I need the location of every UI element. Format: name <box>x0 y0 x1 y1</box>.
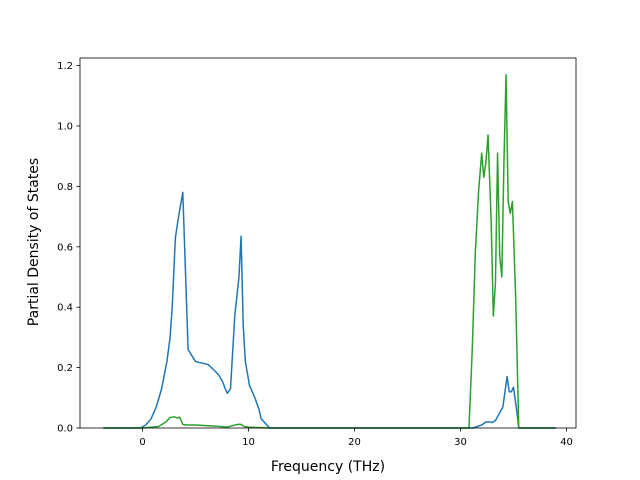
series-line-1 <box>103 191 556 429</box>
series-line-2 <box>103 73 556 429</box>
x-tick-label: 20 <box>348 437 361 448</box>
y-tick-label: 0.8 <box>57 182 73 193</box>
y-axis-label: Partial Density of States <box>26 158 42 326</box>
plot-area: 0 10 20 30 40 0.0 0.2 0.4 0.6 0.8 1.0 1.2 <box>57 57 577 448</box>
x-tick-label: 40 <box>560 437 573 448</box>
x-tick-label: 30 <box>454 437 467 448</box>
x-axis-label: Frequency (THz) <box>271 459 385 475</box>
y-tick-label: 1.0 <box>57 121 73 132</box>
y-tick-label: 1.2 <box>57 61 73 72</box>
x-tick-label: 0 <box>139 437 145 448</box>
y-tick-label: 0.0 <box>57 424 73 435</box>
y-tick-label: 0.2 <box>57 363 73 374</box>
x-tick-label: 10 <box>242 437 255 448</box>
axes-frame <box>79 57 577 429</box>
y-tick-label: 0.4 <box>57 303 73 314</box>
y-tick-label: 0.6 <box>57 242 73 253</box>
